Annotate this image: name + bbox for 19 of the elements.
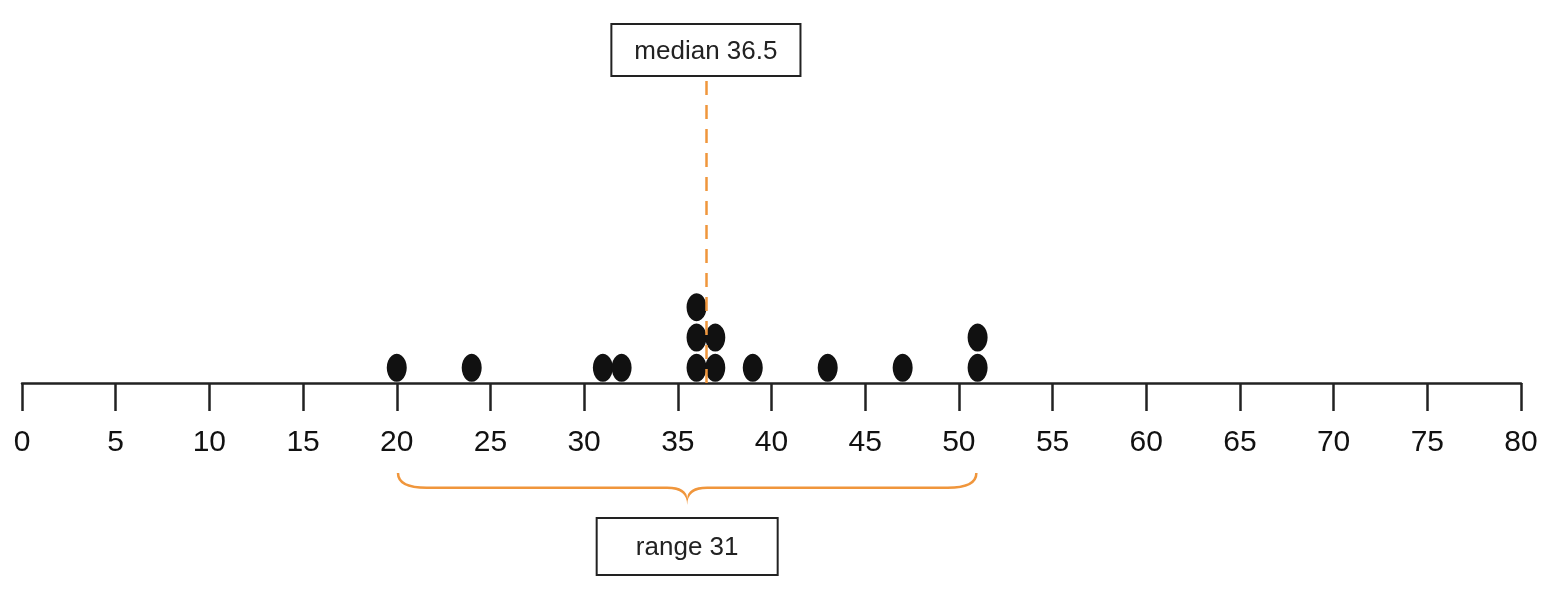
x-tick-label: 70	[1316, 423, 1351, 457]
ref-line-label: median 36.5	[634, 35, 778, 65]
x-tick-label: 60	[1129, 423, 1163, 457]
x-tick-label: 10	[192, 423, 227, 457]
x-tick-label: 65	[1223, 423, 1257, 457]
text: range 31	[595, 517, 779, 576]
x-tick-label: 55	[1035, 423, 1070, 457]
x-tick-label: 15	[286, 423, 320, 457]
x-tick-label: 45	[848, 423, 882, 457]
x-tick-label: 0	[13, 423, 31, 457]
x-tick-label: 40	[754, 423, 789, 457]
x-tick-label: 20	[380, 423, 414, 457]
x-tick-label: 35	[661, 423, 695, 457]
x-tick-label: 30	[567, 423, 601, 457]
x-tick-label: 25	[473, 423, 508, 457]
x-tick-label: 75	[1410, 423, 1444, 457]
x-tick-label: 50	[942, 423, 976, 457]
x-tick-label: 5	[107, 423, 125, 457]
x-tick-label: 80	[1504, 423, 1538, 457]
